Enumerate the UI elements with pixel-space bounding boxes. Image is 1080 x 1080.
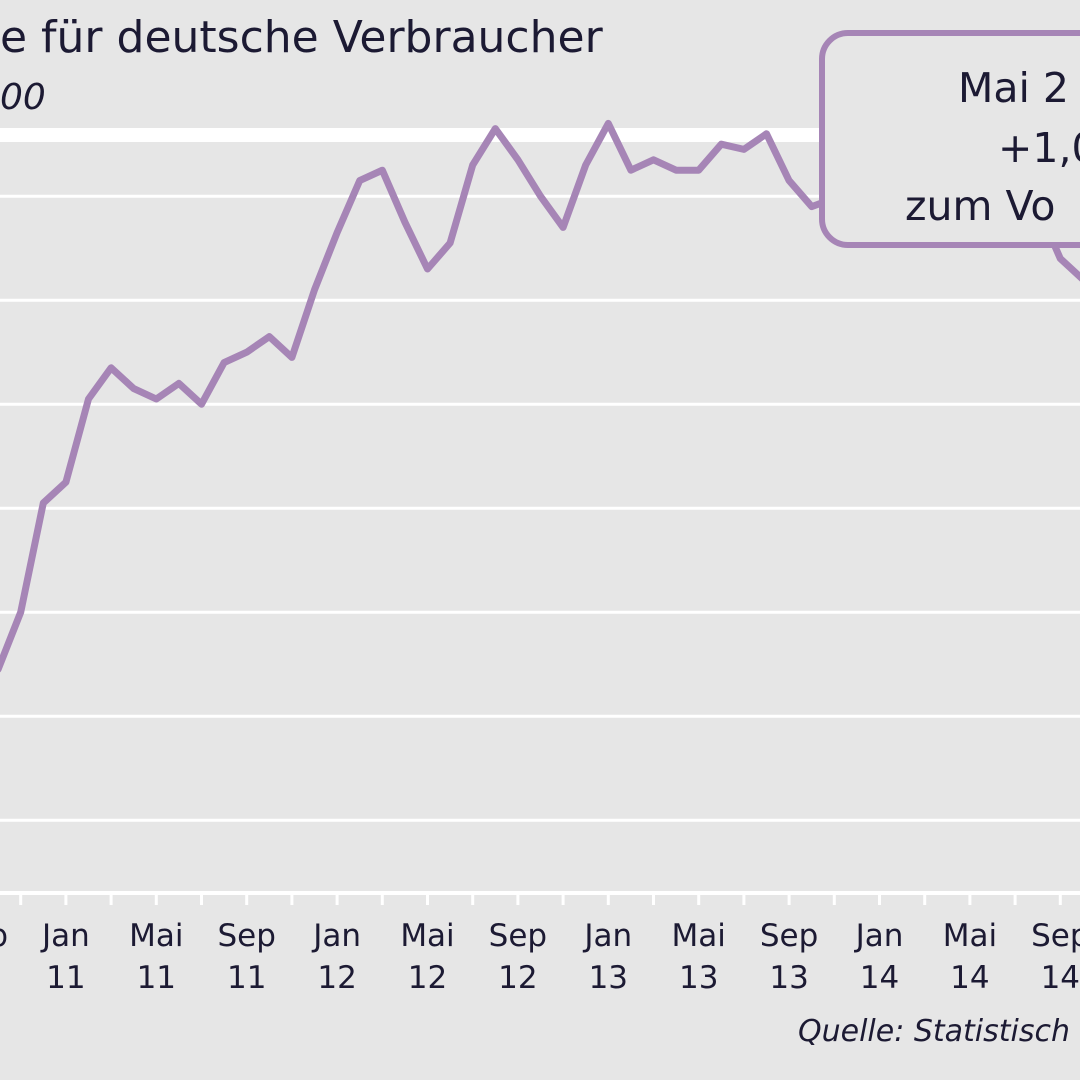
gridlines — [0, 128, 1080, 822]
x-tick-label: Mai — [129, 918, 183, 954]
x-tick-label: 14 — [1041, 960, 1080, 996]
x-tick-label: Jan — [311, 918, 361, 954]
x-tick-label: 11 — [137, 960, 176, 996]
annotation-line-1: Mai 2 — [958, 64, 1069, 112]
x-tick-label: 11 — [46, 960, 85, 996]
x-tick-label: 12 — [498, 960, 537, 996]
x-tick-label: Sep — [489, 918, 547, 954]
x-tick-label: 13 — [679, 960, 718, 996]
x-axis-ticks: p Jan 11 Mai 11 Sep 11 Jan 12 Mai 12 Sep 12 Jan 13 Mai 1… — [0, 893, 1080, 996]
x-tick-label: Sep — [760, 918, 818, 954]
annotation-line-3: zum Vo — [905, 182, 1055, 230]
annotation-frame — [819, 30, 1080, 248]
x-tick-label: 14 — [860, 960, 899, 996]
annotation-line-2: +1,0 — [998, 124, 1080, 172]
header-band — [0, 128, 1080, 142]
x-tick-label: 12 — [317, 960, 356, 996]
x-tick-label: 13 — [769, 960, 808, 996]
x-tick-label: Jan — [582, 918, 632, 954]
x-tick-label: 14 — [950, 960, 989, 996]
chart-title: e für deutsche Verbraucher — [0, 12, 603, 63]
x-tick-label: Mai — [400, 918, 454, 954]
x-tick-label: Jan — [40, 918, 90, 954]
x-tick-label: Mai — [943, 918, 997, 954]
x-tick-label: Mai — [672, 918, 726, 954]
x-tick-label: p — [0, 918, 8, 954]
x-tick-label: 11 — [227, 960, 266, 996]
source-note: Quelle: Statistisch — [798, 1014, 1071, 1049]
x-tick-label: Sep — [1031, 918, 1080, 954]
x-tick-label: 12 — [408, 960, 447, 996]
x-tick-label: Sep — [217, 918, 275, 954]
annotation-box: Mai 2 +1,0 zum Vo — [819, 30, 1080, 248]
chart-subtitle: 00 — [0, 77, 46, 118]
x-tick-label: 13 — [589, 960, 628, 996]
x-tick-label: Jan — [854, 918, 904, 954]
